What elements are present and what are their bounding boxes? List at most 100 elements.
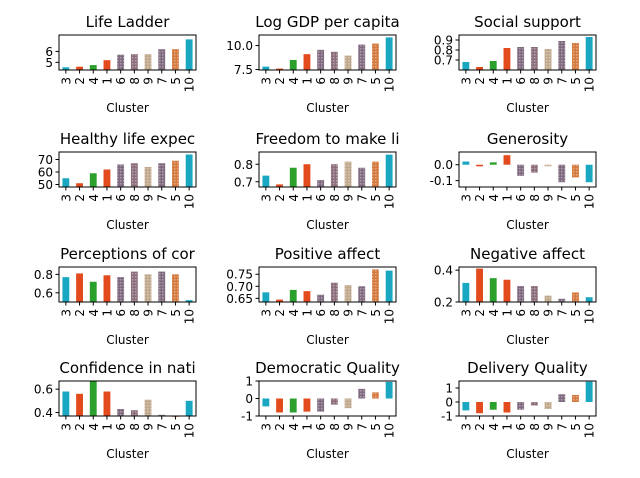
- x-tick-label: 8: [128, 423, 142, 431]
- bar: [462, 161, 470, 165]
- bar-texture: [330, 282, 338, 302]
- y-tick-label: -1: [241, 410, 253, 424]
- y-tick-label: 0.70: [226, 280, 253, 294]
- x-tick-label: 7: [355, 309, 369, 317]
- x-tick-label: 5: [369, 423, 383, 431]
- bar-texture: [530, 286, 538, 302]
- x-axis-label: Cluster: [506, 333, 549, 347]
- bar: [185, 154, 193, 187]
- x-tick-label: 2: [473, 309, 487, 317]
- bar-texture: [158, 414, 166, 416]
- bar: [289, 59, 297, 70]
- x-tick-label: 3: [459, 309, 473, 317]
- bar-texture: [544, 49, 552, 70]
- bar: [76, 273, 83, 302]
- bar-texture: [130, 54, 138, 70]
- bar: [489, 61, 497, 70]
- bar: [476, 164, 483, 167]
- panel: Generosity -0.1 0.0 3 2 4 1 6 8 9 7 5 10 Cluster: [430, 130, 597, 232]
- x-tick-label: 4: [87, 194, 101, 202]
- y-tick-label: 0.75: [226, 268, 253, 282]
- y-tick-label: 10.0: [226, 39, 253, 53]
- x-tick-label: 8: [528, 77, 542, 85]
- x-tick-label: 9: [342, 309, 356, 317]
- panel-title: Social support: [474, 13, 581, 31]
- y-tick-label: 60: [38, 166, 53, 180]
- x-tick-label: 10: [383, 309, 397, 324]
- y-tick-label: 0.0: [434, 158, 453, 172]
- bar: [262, 175, 270, 188]
- bar: [303, 164, 311, 187]
- x-tick-label: 6: [114, 194, 128, 202]
- bar: [89, 381, 97, 416]
- panel: Log GDP per capita 7.5 10.0 3 2 4 1 6 8 9 7 5 10 Clus…: [226, 13, 399, 115]
- x-tick-label: 9: [142, 423, 156, 431]
- x-tick-label: 3: [59, 423, 73, 431]
- x-tick-label: 8: [528, 423, 542, 431]
- bar: [289, 167, 297, 187]
- x-tick-label: 4: [487, 309, 501, 317]
- bar-texture: [344, 161, 352, 188]
- bar: [385, 37, 393, 70]
- x-tick-label: 6: [514, 77, 528, 85]
- x-tick-label: 9: [342, 194, 356, 202]
- x-tick-label: 2: [273, 194, 287, 202]
- x-tick-label: 6: [114, 77, 128, 85]
- x-tick-label: 9: [542, 194, 556, 202]
- bar-texture: [372, 161, 379, 188]
- x-tick-label: 9: [542, 309, 556, 317]
- bar-texture: [158, 271, 166, 302]
- x-tick-label: 10: [583, 194, 597, 209]
- x-tick-label: 1: [300, 309, 314, 317]
- x-tick-label: 1: [300, 194, 314, 202]
- bar: [262, 66, 270, 70]
- x-tick-label: 8: [128, 77, 142, 85]
- x-tick-label: 7: [155, 77, 169, 85]
- x-tick-label: 7: [155, 423, 169, 431]
- panel-title: Life Ladder: [86, 13, 171, 31]
- axes-frame: [258, 151, 397, 188]
- bar-texture: [117, 277, 125, 302]
- bar: [476, 402, 483, 414]
- bar-texture: [517, 402, 525, 410]
- x-tick-label: 7: [555, 423, 569, 431]
- bar-texture: [317, 398, 325, 412]
- x-tick-label: 4: [287, 77, 301, 85]
- x-axis-label: Cluster: [306, 218, 349, 232]
- bar-texture: [144, 274, 152, 302]
- x-tick-label: 10: [583, 309, 597, 324]
- x-tick-label: 1: [100, 194, 114, 202]
- bar-texture: [130, 163, 138, 187]
- x-tick-label: 10: [383, 423, 397, 438]
- bar: [103, 169, 111, 187]
- x-tick-label: 10: [383, 194, 397, 209]
- y-tick-label: 0.6: [34, 383, 53, 397]
- bar-texture: [517, 164, 525, 176]
- x-axis-label: Cluster: [506, 101, 549, 115]
- bar: [103, 275, 111, 302]
- x-tick-label: 7: [555, 77, 569, 85]
- bar: [585, 297, 593, 302]
- bar-texture: [530, 47, 538, 70]
- y-tick-label: 0.6: [34, 286, 53, 300]
- bar: [462, 282, 470, 302]
- bar: [103, 391, 111, 416]
- axes-frame: [58, 34, 197, 71]
- bar: [76, 393, 83, 416]
- panel: Social support 0.70.80.9 3 2 4 1 6 8 9 7 5 10 Cluste…: [434, 13, 597, 115]
- bar: [76, 183, 83, 187]
- x-tick-label: 5: [569, 309, 583, 317]
- x-tick-label: 3: [259, 309, 273, 317]
- y-tick-label: 0: [245, 392, 253, 406]
- bar-texture: [317, 180, 325, 187]
- bar: [303, 54, 311, 70]
- panel-title: Generosity: [487, 130, 568, 148]
- x-tick-label: 1: [500, 423, 514, 431]
- axes-frame: [458, 380, 597, 417]
- axes-frame: [458, 151, 597, 188]
- x-axis-label: Cluster: [306, 447, 349, 461]
